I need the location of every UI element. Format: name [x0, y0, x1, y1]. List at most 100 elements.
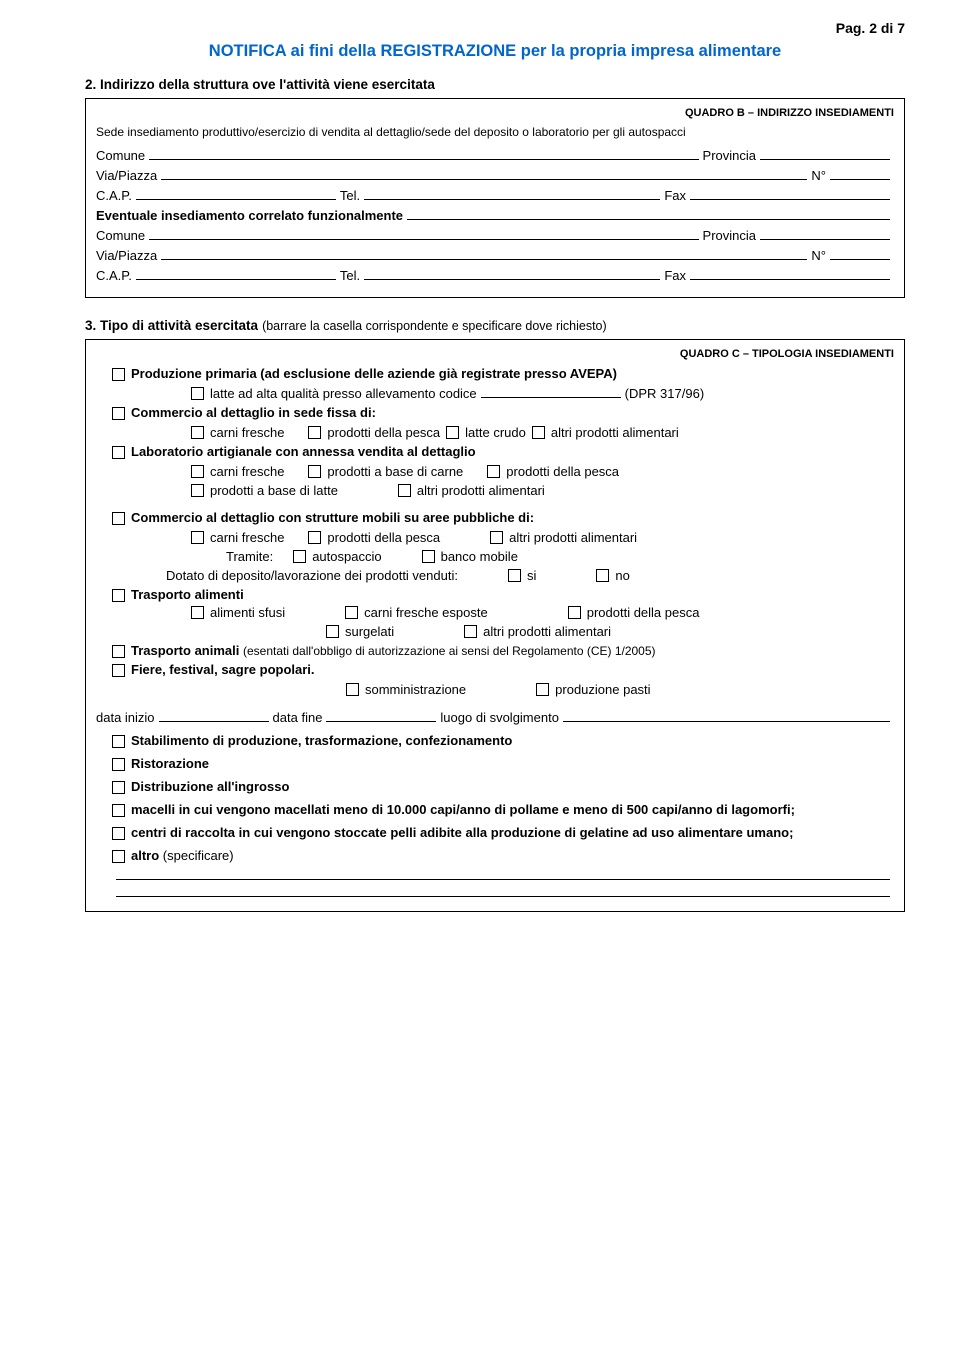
- item-fiere: Fiere, festival, sagre popolari.: [112, 662, 894, 677]
- checkbox-carni-fresche-2[interactable]: [191, 465, 204, 478]
- checkbox-carni-esposte[interactable]: [345, 606, 358, 619]
- quadro-b-box: QUADRO B – INDIRIZZO INSEDIAMENTI Sede i…: [85, 98, 905, 298]
- input-fax[interactable]: [690, 187, 890, 200]
- line-cap: C.A.P. Tel. Fax: [96, 187, 894, 203]
- checkbox-somministrazione[interactable]: [346, 683, 359, 696]
- checkbox-ristorazione[interactable]: [112, 758, 125, 771]
- checkbox-altri-prod-4[interactable]: [464, 625, 477, 638]
- section-3-heading: 3. Tipo di attività esercitata (barrare …: [85, 318, 905, 333]
- checkbox-prod-base-latte[interactable]: [191, 484, 204, 497]
- line-eventuale: Eventuale insediamento correlato funzion…: [96, 207, 894, 223]
- input-via-2[interactable]: [161, 247, 807, 260]
- page-number: Pag. 2 di 7: [85, 20, 905, 36]
- item-commercio-fissa: Commercio al dettaglio in sede fissa di:: [112, 405, 894, 420]
- quadro-b-intro: Sede insediamento produttivo/esercizio d…: [96, 125, 894, 139]
- section-2-heading: 2. Indirizzo della struttura ove l'attiv…: [85, 77, 905, 92]
- input-data-inizio[interactable]: [159, 709, 269, 722]
- row-lab-opts-2: prodotti a base di latte altri prodotti …: [96, 482, 894, 498]
- checkbox-alimenti-sfusi[interactable]: [191, 606, 204, 619]
- checkbox-prod-primaria[interactable]: [112, 368, 125, 381]
- item-stabilimento: Stabilimento di produzione, trasformazio…: [112, 733, 894, 748]
- checkbox-commercio-mobili[interactable]: [112, 512, 125, 525]
- line-altro-fill-2: [112, 884, 894, 897]
- checkbox-altri-prod-1[interactable]: [532, 426, 545, 439]
- checkbox-trasporto-animali[interactable]: [112, 645, 125, 658]
- checkbox-prod-base-carne[interactable]: [308, 465, 321, 478]
- input-num-2[interactable]: [830, 247, 890, 260]
- checkbox-produzione-pasti[interactable]: [536, 683, 549, 696]
- line-altro-fill-1: [112, 867, 894, 880]
- input-num[interactable]: [830, 167, 890, 180]
- row-mobili-opts: carni fresche prodotti della pesca altri…: [96, 529, 894, 545]
- row-fissa-opts: carni fresche prodotti della pesca latte…: [96, 424, 894, 440]
- item-prod-primaria: Produzione primaria (ad esclusione delle…: [112, 366, 894, 381]
- checkbox-latte-alta[interactable]: [191, 387, 204, 400]
- item-commercio-mobili: Commercio al dettaglio con strutture mob…: [112, 510, 894, 525]
- row-latte-alta: latte ad alta qualità presso allevamento…: [96, 385, 894, 401]
- quadro-c-label: QUADRO C – TIPOLOGIA INSEDIAMENTI: [96, 348, 894, 360]
- checkbox-carni-fresche-3[interactable]: [191, 531, 204, 544]
- item-distribuzione: Distribuzione all'ingrosso: [112, 779, 894, 794]
- checkbox-macelli[interactable]: [112, 804, 125, 817]
- checkbox-centri-raccolta[interactable]: [112, 827, 125, 840]
- input-codice-allevamento[interactable]: [481, 386, 621, 398]
- checkbox-prod-pesca-1[interactable]: [308, 426, 321, 439]
- item-altro: altro (specificare): [112, 848, 894, 863]
- checkbox-altro[interactable]: [112, 850, 125, 863]
- checkbox-altri-prod-2[interactable]: [398, 484, 411, 497]
- document-title: NOTIFICA ai fini della REGISTRAZIONE per…: [85, 42, 905, 61]
- checkbox-latte-crudo[interactable]: [446, 426, 459, 439]
- checkbox-autospaccio[interactable]: [293, 550, 306, 563]
- row-trasp-opts-2: surgelati altri prodotti alimentari: [96, 623, 894, 639]
- checkbox-fiere[interactable]: [112, 664, 125, 677]
- item-trasporto-alimenti: Trasporto alimenti: [112, 587, 894, 602]
- checkbox-stabilimento[interactable]: [112, 735, 125, 748]
- input-via[interactable]: [161, 167, 807, 180]
- item-macelli: macelli in cui vengono macellati meno di…: [112, 802, 894, 817]
- checkbox-prod-pesca-3[interactable]: [308, 531, 321, 544]
- checkbox-banco-mobile[interactable]: [422, 550, 435, 563]
- input-eventuale[interactable]: [407, 207, 890, 220]
- item-centri-raccolta: centri di raccolta in cui vengono stocca…: [112, 825, 894, 840]
- checkbox-surgelati[interactable]: [326, 625, 339, 638]
- row-fiere-opts: somministrazione produzione pasti: [96, 681, 894, 697]
- line-data-inizio: data inizio data fine luogo di svolgimen…: [96, 709, 894, 725]
- checkbox-prod-pesca-2[interactable]: [487, 465, 500, 478]
- input-fax-2[interactable]: [690, 267, 890, 280]
- quadro-c-box: QUADRO C – TIPOLOGIA INSEDIAMENTI Produz…: [85, 339, 905, 912]
- row-tramite: Tramite: autospaccio banco mobile: [96, 548, 894, 564]
- line-via: Via/Piazza N°: [96, 167, 894, 183]
- row-lab-opts-1: carni fresche prodotti a base di carne p…: [96, 463, 894, 479]
- checkbox-no[interactable]: [596, 569, 609, 582]
- input-provincia[interactable]: [760, 147, 890, 160]
- input-tel-2[interactable]: [364, 267, 660, 280]
- line-comune: Comune Provincia: [96, 147, 894, 163]
- line-comune2: Comune Provincia: [96, 227, 894, 243]
- input-altro-2[interactable]: [116, 884, 890, 897]
- page-container: Pag. 2 di 7 NOTIFICA ai fini della REGIS…: [0, 0, 960, 962]
- input-luogo[interactable]: [563, 709, 890, 722]
- checkbox-si[interactable]: [508, 569, 521, 582]
- input-cap[interactable]: [136, 187, 336, 200]
- input-comune-2[interactable]: [149, 227, 698, 240]
- input-data-fine[interactable]: [326, 709, 436, 722]
- item-lab-artigianale: Laboratorio artigianale con annessa vend…: [112, 444, 894, 459]
- checkbox-prod-pesca-4[interactable]: [568, 606, 581, 619]
- checkbox-lab-artigianale[interactable]: [112, 446, 125, 459]
- input-altro-1[interactable]: [116, 867, 890, 880]
- row-trasp-opts-1: alimenti sfusi carni fresche esposte pro…: [96, 604, 894, 620]
- line-cap2: C.A.P. Tel. Fax: [96, 267, 894, 283]
- input-provincia-2[interactable]: [760, 227, 890, 240]
- checkbox-trasporto-alimenti[interactable]: [112, 589, 125, 602]
- checkbox-commercio-fissa[interactable]: [112, 407, 125, 420]
- line-via2: Via/Piazza N°: [96, 247, 894, 263]
- input-comune[interactable]: [149, 147, 698, 160]
- checkbox-altri-prod-3[interactable]: [490, 531, 503, 544]
- checkbox-carni-fresche-1[interactable]: [191, 426, 204, 439]
- quadro-b-label: QUADRO B – INDIRIZZO INSEDIAMENTI: [96, 107, 894, 119]
- checkbox-distribuzione[interactable]: [112, 781, 125, 794]
- input-cap-2[interactable]: [136, 267, 336, 280]
- row-dotato: Dotato di deposito/lavorazione dei prodo…: [96, 567, 894, 583]
- input-tel[interactable]: [364, 187, 660, 200]
- item-trasporto-animali: Trasporto animali (esentati dall'obbligo…: [112, 643, 894, 658]
